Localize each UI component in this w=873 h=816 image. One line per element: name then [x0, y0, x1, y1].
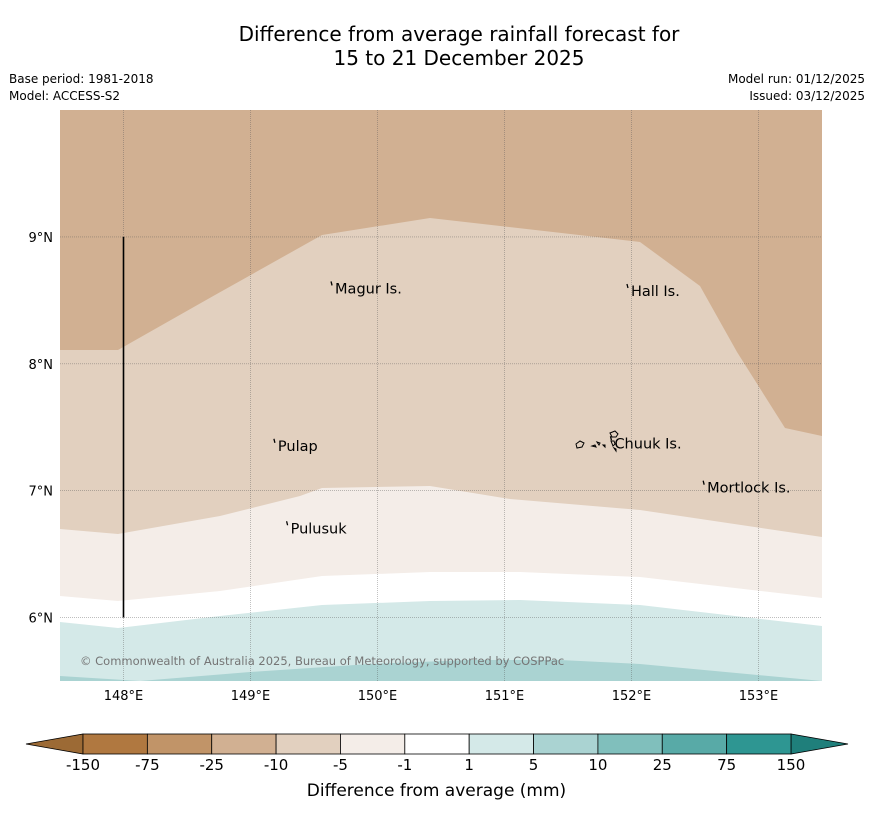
colorbar-swatch [146, 733, 213, 755]
lon-tick-label: 148°E [104, 689, 144, 704]
colorbar-over-extension [790, 733, 849, 755]
place-marker [273, 438, 276, 443]
lon-tick-label: 150°E [358, 689, 398, 704]
colorbar-swatch [661, 733, 728, 755]
place-label: Chuuk Is. [614, 436, 681, 452]
colorbar [25, 733, 849, 755]
chuuk-island-outline [575, 430, 619, 453]
base-period: Base period: 1981-2018 [9, 72, 154, 86]
place-labels: Magur Is. Hall Is. Pulap Chuuk Is. Mortlock … [273, 281, 791, 537]
colorbar-swatch [468, 733, 534, 755]
graticule [60, 110, 822, 681]
lat-tick-label: 8°N [29, 358, 54, 373]
title-line-2: 15 to 21 December 2025 [333, 46, 585, 70]
colorbar-swatch [211, 733, 277, 755]
model-run: Model run: 01/12/2025 [727, 72, 865, 86]
colorbar-tick-label: 5 [528, 756, 539, 774]
colorbar-title: Difference from average (mm) [306, 781, 567, 801]
colorbar-tick-label: 150 [776, 756, 806, 774]
place-label: Hall Is. [631, 284, 680, 300]
meta-right: Model run: 01/12/2025 Issued: 03/12/2025 [728, 71, 865, 105]
chart-title: Difference from average rainfall forecas… [0, 22, 873, 70]
colorbar-swatch [82, 733, 148, 755]
place-label: Pulap [278, 439, 318, 455]
place-marker [285, 521, 289, 526]
meta-left: Base period: 1981-2018 Model: ACCESS-S2 [9, 71, 154, 105]
place-label: Pulusuk [291, 521, 348, 537]
colorbar-tick-label: 25 [652, 756, 672, 774]
colorbar-swatch [340, 733, 406, 755]
place-marker [330, 281, 333, 286]
place-label: Magur Is. [335, 281, 402, 297]
lat-tick-label: 6°N [29, 612, 54, 627]
lat-tick-label: 7°N [29, 485, 54, 500]
colorbar-under-extension [25, 733, 84, 755]
place-label: Mortlock Is. [707, 481, 790, 497]
title-line-1: Difference from average rainfall forecas… [238, 22, 680, 46]
lon-tick-label: 152°E [612, 689, 652, 704]
issued-date: Issued: 03/12/2025 [749, 89, 865, 103]
colorbar-tick-label: -75 [135, 756, 160, 774]
lon-tick-label: 153°E [739, 689, 779, 704]
colorbar-tick-label: -10 [263, 756, 289, 774]
colorbar-tick-label: -1 [397, 756, 413, 774]
place-marker [609, 436, 613, 441]
colorbar-tick-label: -5 [332, 756, 348, 774]
copyright-notice: © Commonwealth of Australia 2025, Bureau… [80, 654, 564, 668]
contour-fills [60, 110, 822, 681]
island-outlines [575, 430, 619, 453]
colorbar-swatch [404, 733, 470, 755]
place-marker [702, 480, 705, 485]
colorbar-tick-label: 75 [717, 756, 737, 774]
colorbar-tick-label: -25 [199, 756, 224, 774]
model-name: Model: ACCESS-S2 [9, 89, 121, 103]
colorbar-swatch [275, 733, 341, 755]
colorbar-swatch [533, 733, 599, 755]
colorbar-tick-label: -150 [65, 756, 101, 774]
lon-tick-label: 149°E [231, 689, 271, 704]
colorbar-swatch [597, 733, 663, 755]
place-marker [626, 283, 629, 289]
contour-plus-5 [60, 660, 822, 681]
lon-tick-label: 151°E [485, 689, 525, 704]
colorbar-swatch [726, 733, 792, 755]
axis-ticks: 148°E 149°E 150°E 151°E 152°E 153°E 6°N 7°N 8°N 9… [29, 231, 779, 704]
colorbar-tick-label: 10 [588, 756, 608, 774]
lat-tick-label: 9°N [29, 231, 54, 246]
colorbar-tick-label: 1 [464, 756, 474, 774]
